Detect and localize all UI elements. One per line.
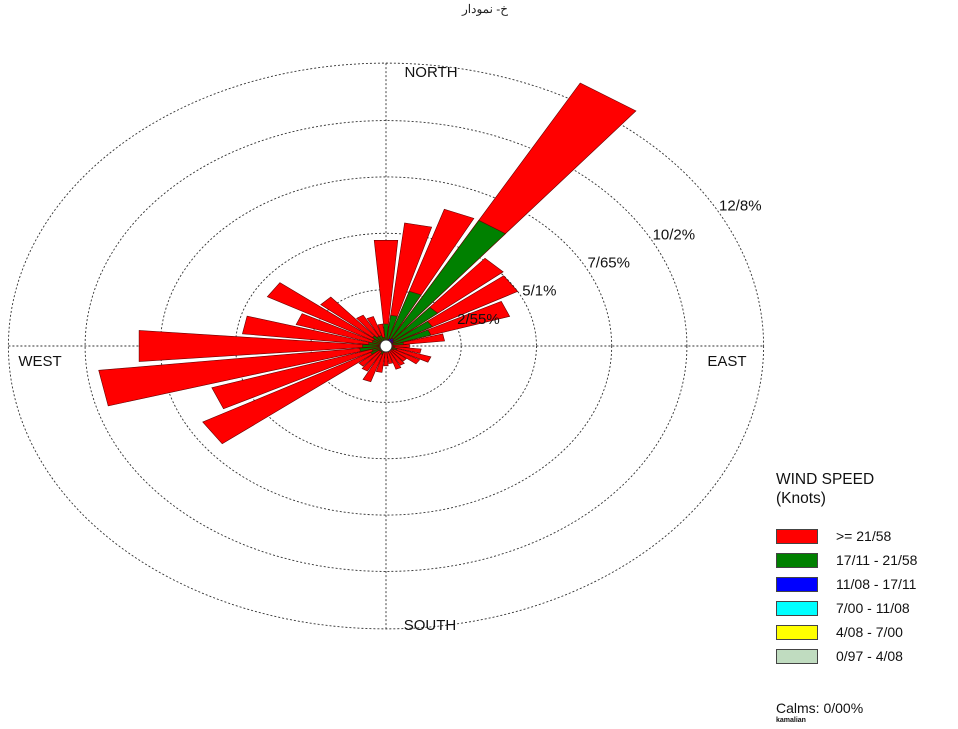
legend-swatch [776, 601, 818, 616]
ring-label-5: 12/8% [719, 198, 762, 215]
credit-label: kamalian [776, 717, 806, 724]
legend-units: (Knots) [776, 490, 826, 507]
legend-swatch [776, 649, 818, 664]
ring-label-2: 5/1% [522, 283, 556, 300]
center-hub [379, 339, 393, 353]
ring-label-group: 2/55% 5/1% 7/65% 10/2% 12/8% [457, 198, 761, 328]
legend-label: 11/08 - 17/11 [836, 576, 917, 592]
petal-group [98, 82, 637, 445]
ring-label-3: 7/65% [587, 254, 630, 271]
legend: WIND SPEED (Knots) >= 21/58 17/11 - 21/58… [776, 470, 954, 724]
legend-label: 17/11 - 21/58 [836, 552, 918, 568]
legend-swatch [776, 625, 818, 640]
page-header: خ- نمودار [462, 2, 509, 16]
direction-label-south: SOUTH [404, 617, 457, 634]
direction-label-east: EAST [707, 353, 746, 370]
legend-label: 7/00 - 11/08 [836, 600, 910, 616]
direction-label-west: WEST [18, 353, 61, 370]
legend-title: WIND SPEED [776, 471, 875, 488]
ring-label-4: 10/2% [653, 226, 696, 243]
ring-label-1: 2/55% [457, 311, 500, 328]
legend-swatch [776, 577, 818, 592]
legend-label: 4/08 - 7/00 [836, 624, 903, 640]
legend-swatch [776, 529, 818, 544]
legend-label: 0/97 - 4/08 [836, 648, 903, 664]
legend-label: >= 21/58 [836, 528, 892, 544]
direction-label-north: NORTH [404, 64, 457, 81]
legend-swatch [776, 553, 818, 568]
calms-label: Calms: 0/00% [776, 700, 864, 716]
ring-3 [159, 176, 613, 516]
